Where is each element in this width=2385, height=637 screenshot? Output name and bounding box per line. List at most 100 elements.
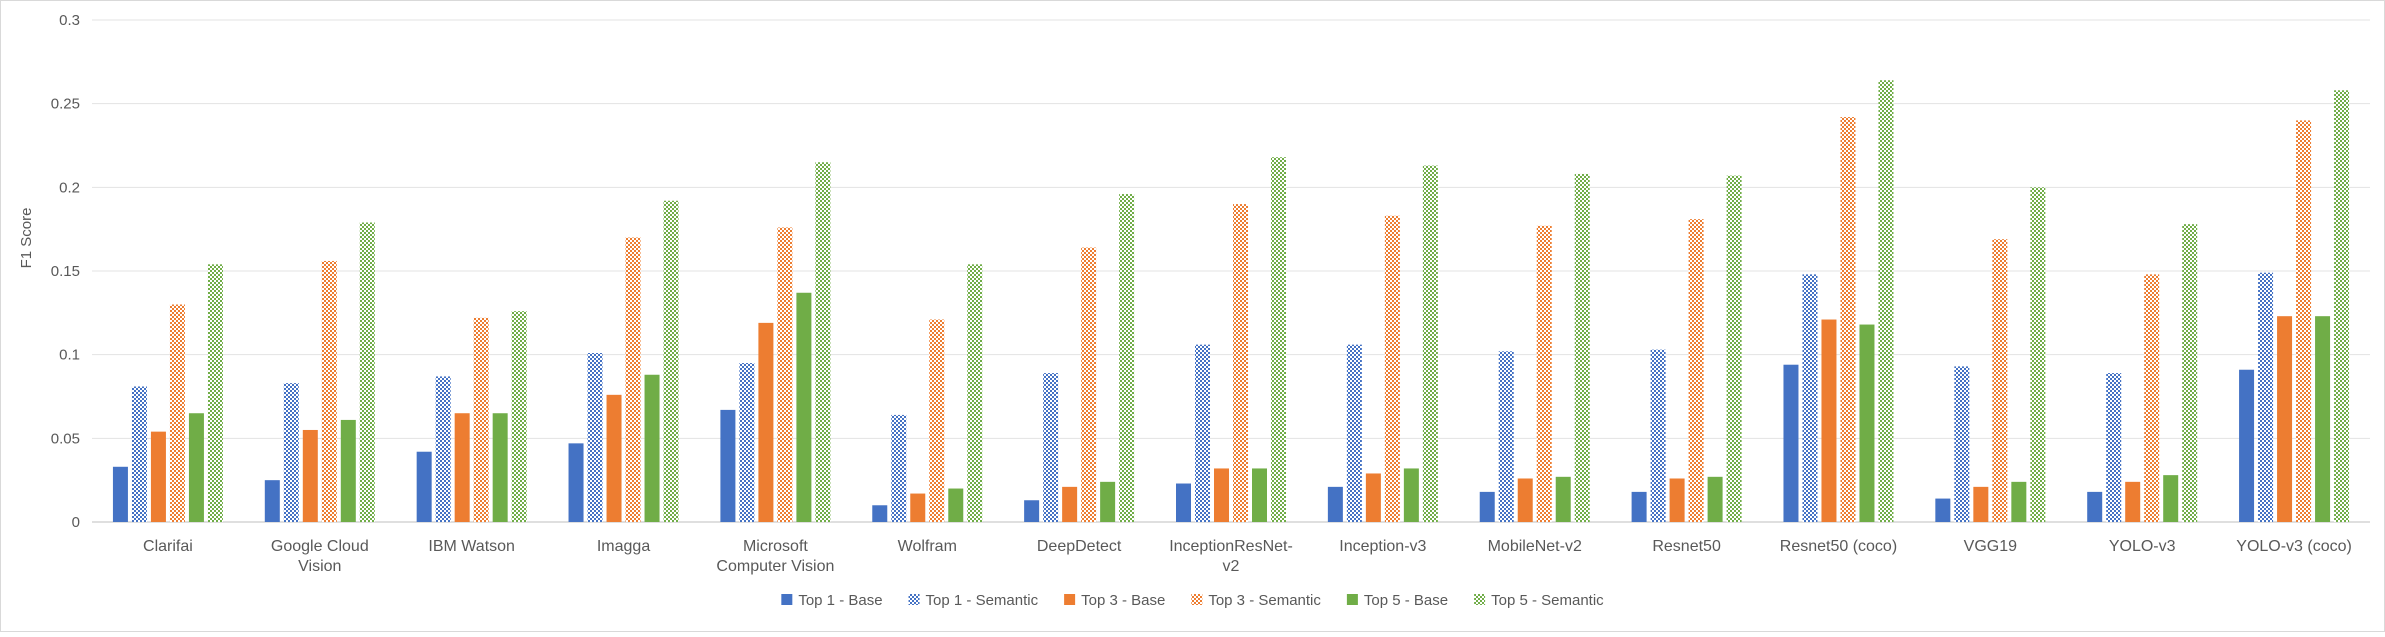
legend-item: Top 1 - Base xyxy=(781,592,883,609)
bar xyxy=(948,488,964,522)
bar xyxy=(1669,478,1685,522)
x-tick-label: MobileNet-v2 xyxy=(1488,538,1582,555)
x-tick-label: Wolfram xyxy=(898,538,957,555)
gridlines xyxy=(92,19,2370,523)
bar xyxy=(1365,473,1381,522)
x-axis-category-labels: Clarifai Google Cloud Vision IBM Watson Imag… xyxy=(143,538,2352,575)
legend-item: Top 3 - Semantic xyxy=(1191,592,1321,609)
x-tick-label: Imagga xyxy=(597,538,650,555)
bar xyxy=(739,363,755,522)
bar xyxy=(1707,476,1723,522)
bar xyxy=(2011,481,2027,522)
bar xyxy=(1233,204,1248,523)
bar xyxy=(1992,239,2008,522)
bar xyxy=(1688,219,1704,523)
legend-label: Top 1 - Base xyxy=(798,592,882,609)
x-tick-label: VGG19 xyxy=(1964,538,2017,555)
y-axis-label: F1 Score xyxy=(18,208,35,269)
bar xyxy=(1403,468,1419,522)
bar xyxy=(1973,486,1989,522)
bar xyxy=(511,311,527,522)
legend-label: Top 5 - Base xyxy=(1364,592,1448,609)
x-tick-label: Resnet50 (coco) xyxy=(1780,538,1897,555)
bar xyxy=(1422,165,1438,522)
bar xyxy=(283,383,299,522)
bar xyxy=(1043,373,1059,522)
x-tick-label: YOLO-v3 xyxy=(2109,538,2176,555)
legend-swatch xyxy=(781,594,793,605)
bar xyxy=(1821,319,1837,522)
legend-label: Top 3 - Base xyxy=(1081,592,1165,609)
bar xyxy=(1176,483,1191,522)
bar xyxy=(112,466,128,522)
bar xyxy=(872,505,888,522)
bar xyxy=(150,431,166,522)
bar xyxy=(2030,187,2046,523)
legend-item: Top 5 - Semantic xyxy=(1474,592,1604,609)
bar xyxy=(891,414,907,522)
bar xyxy=(2125,481,2141,522)
bar xyxy=(1271,157,1286,523)
bar xyxy=(663,200,679,522)
bar xyxy=(2106,373,2122,522)
bar xyxy=(2239,369,2255,522)
bar xyxy=(1062,486,1078,522)
bar xyxy=(1859,324,1875,522)
bar xyxy=(2315,316,2331,522)
legend-swatch xyxy=(908,594,920,605)
y-tick-label: 0.15 xyxy=(51,263,80,280)
bar xyxy=(1384,215,1400,522)
bar xyxy=(2087,491,2103,522)
bar xyxy=(1726,175,1742,522)
bar xyxy=(1119,194,1135,522)
bar xyxy=(1840,117,1856,522)
bar xyxy=(131,386,147,522)
bar xyxy=(1479,491,1495,522)
bar xyxy=(264,480,280,522)
bar xyxy=(2277,316,2293,522)
bar xyxy=(359,222,375,522)
bar xyxy=(2258,272,2274,522)
bar xyxy=(758,322,774,522)
bar xyxy=(1327,486,1343,522)
bar xyxy=(2182,224,2198,522)
x-tick-label: YOLO-v3 (coco) xyxy=(2236,538,2352,555)
bar xyxy=(1555,476,1571,522)
x-tick-label: Google Cloud Vision xyxy=(271,538,369,575)
legend-swatch xyxy=(1191,594,1203,605)
x-tick-label: IBM Watson xyxy=(428,538,515,555)
x-tick-label: InceptionResNet-v2 xyxy=(1169,538,1293,575)
x-tick-label: Inception-v3 xyxy=(1339,538,1426,555)
bar xyxy=(416,451,432,522)
bar xyxy=(302,429,318,522)
bar xyxy=(568,443,584,522)
bar xyxy=(321,260,337,522)
bar xyxy=(1346,344,1362,522)
bar xyxy=(1536,225,1552,522)
bar xyxy=(1214,468,1229,522)
bar xyxy=(169,304,185,522)
bar xyxy=(1574,173,1590,523)
bar xyxy=(644,374,660,522)
y-tick-label: 0.05 xyxy=(51,430,80,447)
bar xyxy=(454,413,470,522)
bars xyxy=(112,80,2350,523)
legend-label: Top 1 - Semantic xyxy=(926,592,1039,609)
bar xyxy=(473,317,489,522)
y-tick-label: 0.2 xyxy=(59,179,80,196)
legend-item: Top 3 - Base xyxy=(1064,592,1165,609)
bar xyxy=(492,413,508,522)
bar xyxy=(929,319,945,522)
bar xyxy=(2144,274,2160,522)
bar xyxy=(796,292,812,522)
bar xyxy=(1252,468,1267,522)
bar xyxy=(625,237,641,523)
y-tick-label: 0.25 xyxy=(51,96,80,113)
bar xyxy=(777,227,793,522)
x-tick-label: Clarifai xyxy=(143,538,193,555)
bar xyxy=(1195,344,1210,522)
bar xyxy=(1783,364,1799,522)
bar xyxy=(1935,498,1951,522)
